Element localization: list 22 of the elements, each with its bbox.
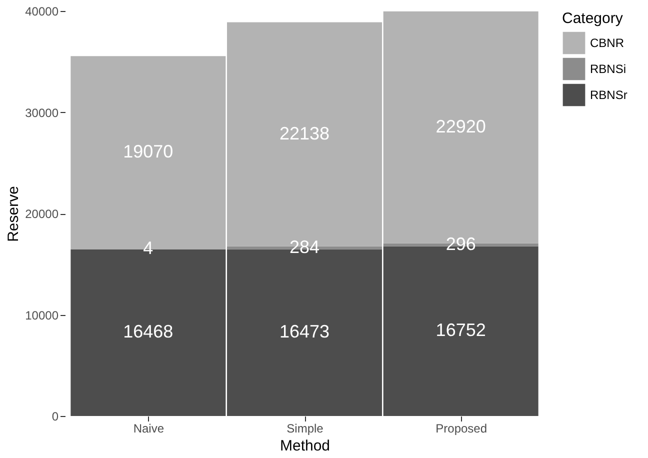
- y-axis-title: Reserve: [5, 186, 22, 242]
- data-label: 19070: [123, 142, 174, 162]
- y-tick-label: 30000: [25, 106, 59, 120]
- y-tick-label: 10000: [25, 308, 59, 322]
- data-label: 22920: [436, 116, 486, 136]
- legend-label: RBNSr: [590, 88, 628, 102]
- data-label: 284: [289, 236, 320, 257]
- data-label: 16468: [123, 322, 174, 342]
- x-tick-label: Simple: [286, 422, 324, 436]
- x-tick-label: Naive: [133, 422, 164, 436]
- y-tick-label: 0: [52, 410, 59, 424]
- y-tick-label: 20000: [25, 207, 59, 221]
- data-label: 16473: [279, 322, 330, 342]
- x-axis-title: Method: [280, 438, 330, 454]
- data-label: 296: [446, 234, 476, 254]
- data-label: 22138: [279, 123, 330, 144]
- legend-title: Category: [562, 10, 624, 27]
- y-tick-label: 40000: [25, 4, 59, 18]
- legend-label: CBNR: [590, 36, 624, 50]
- x-tick-label: Proposed: [436, 422, 488, 436]
- data-label: 16752: [436, 320, 486, 340]
- legend-label: RBNSi: [590, 62, 626, 76]
